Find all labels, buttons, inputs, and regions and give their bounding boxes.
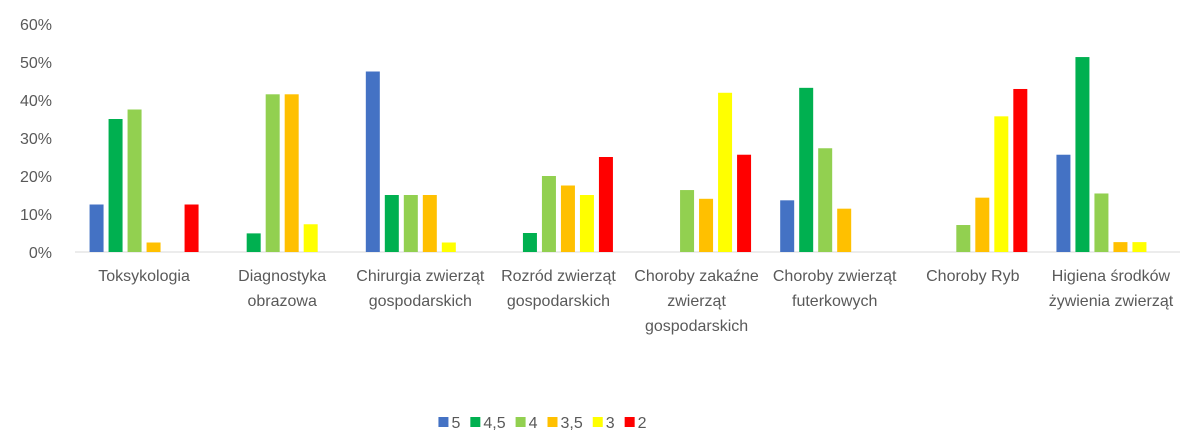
label-line: Chirurgia zwierząt — [356, 268, 485, 285]
bar — [579, 195, 594, 252]
bar — [522, 233, 537, 252]
y-tick-label: 40% — [20, 93, 52, 110]
label-line: Choroby Ryb — [926, 268, 1019, 285]
bar — [89, 204, 104, 252]
x-tick-label: Diagnostyka obrazowa — [238, 268, 326, 310]
label-line: Choroby zakaźne — [634, 268, 759, 285]
x-tick-label: Choroby zakaźne zwierząt gospodarskich — [634, 268, 759, 335]
bar — [975, 197, 990, 252]
bar — [1075, 57, 1090, 253]
label-line: obrazowa — [248, 293, 317, 310]
y-tick-label: 50% — [20, 55, 52, 72]
bar — [994, 116, 1009, 252]
legend: 5 4,5 4 3,5 3 2 — [438, 415, 647, 432]
label-line: Higiena środków — [1052, 268, 1171, 285]
bar — [127, 109, 142, 252]
y-tick-label: 0% — [29, 245, 52, 262]
bar — [560, 185, 575, 252]
bar — [718, 92, 733, 252]
bar — [598, 157, 613, 252]
bar — [441, 242, 456, 252]
legend-swatch — [547, 417, 558, 427]
bar — [799, 87, 814, 252]
bar — [284, 94, 299, 252]
legend-label: 4 — [529, 415, 538, 432]
bar — [1132, 242, 1147, 252]
bar — [384, 195, 399, 252]
legend-swatch — [592, 417, 603, 427]
legend-label: 5 — [451, 415, 460, 432]
bar — [246, 233, 261, 252]
bar — [1094, 193, 1109, 252]
bar — [699, 198, 714, 252]
bar — [956, 225, 971, 252]
bar — [1013, 88, 1028, 252]
bar — [541, 176, 556, 252]
legend-label: 2 — [638, 415, 647, 432]
x-tick-label: Choroby Ryb — [926, 268, 1019, 285]
x-tick-label: Chirurgia zwierząt gospodarskich — [356, 268, 485, 310]
legend-label: 3 — [606, 415, 615, 432]
bar — [146, 242, 161, 252]
label-line: gospodarskich — [369, 293, 472, 310]
y-tick-label: 30% — [20, 131, 52, 148]
label-line: futerkowych — [792, 293, 877, 310]
label-line: Rozród zwierząt — [501, 268, 616, 285]
bar — [365, 71, 380, 252]
bar — [780, 200, 795, 252]
bar — [184, 204, 199, 252]
label-line: gospodarskich — [507, 293, 610, 310]
label-line: gospodarskich — [645, 318, 748, 335]
label-line: Choroby zwierząt — [773, 268, 897, 285]
legend-swatch — [515, 417, 526, 427]
legend-swatch — [624, 417, 635, 427]
y-tick-label: 20% — [20, 169, 52, 186]
x-tick-label: Rozród zwierząt gospodarskich — [501, 268, 616, 310]
bar — [737, 154, 752, 252]
bar — [1113, 242, 1128, 252]
legend-swatch — [438, 417, 449, 427]
bar — [265, 94, 280, 252]
x-tick-label: Higiena środków żywienia zwierząt — [1049, 268, 1174, 310]
label-line: zwierząt — [667, 293, 726, 310]
label-line: żywienia zwierząt — [1049, 293, 1174, 310]
legend-label: 3,5 — [561, 415, 583, 432]
bar — [108, 119, 123, 252]
bar — [1056, 154, 1071, 252]
legend-swatch — [470, 417, 481, 427]
x-tick-label: Toksykologia — [98, 268, 190, 285]
bar — [403, 195, 418, 252]
legend-label: 4,5 — [483, 415, 505, 432]
label-line: Diagnostyka — [238, 268, 326, 285]
bar — [837, 208, 852, 252]
y-tick-label: 60% — [20, 17, 52, 34]
bar — [303, 224, 318, 252]
bar — [818, 148, 833, 252]
y-tick-label: 10% — [20, 207, 52, 224]
bar — [680, 190, 695, 252]
label-line: Toksykologia — [98, 268, 190, 285]
x-tick-label: Choroby zwierząt futerkowych — [773, 268, 897, 310]
bar — [422, 195, 437, 252]
